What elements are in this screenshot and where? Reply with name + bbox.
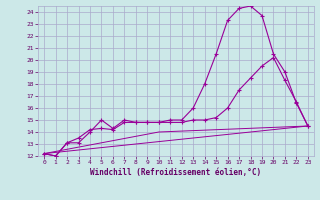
X-axis label: Windchill (Refroidissement éolien,°C): Windchill (Refroidissement éolien,°C) (91, 168, 261, 177)
